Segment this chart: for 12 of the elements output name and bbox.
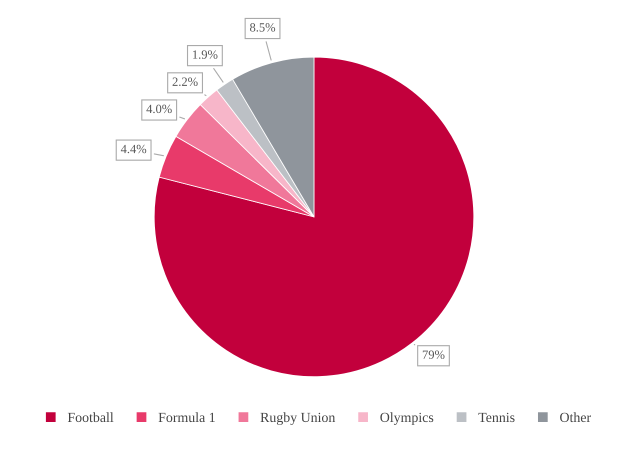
legend-label: Other [560, 412, 592, 422]
legend-label: Football [68, 412, 114, 422]
data-label: 79% [422, 350, 445, 359]
legend-label: Formula 1 [158, 412, 215, 422]
legend-label: Tennis [478, 412, 515, 422]
data-label: 1.9% [192, 50, 218, 59]
data-label: 2.2% [172, 78, 198, 86]
data-label: 4.4% [120, 144, 146, 154]
legend-label: Olympics [380, 412, 434, 425]
data-label: 8.5% [250, 23, 276, 32]
data-label: 4.0% [146, 104, 172, 114]
legend-label: Rugby Union [260, 412, 336, 425]
